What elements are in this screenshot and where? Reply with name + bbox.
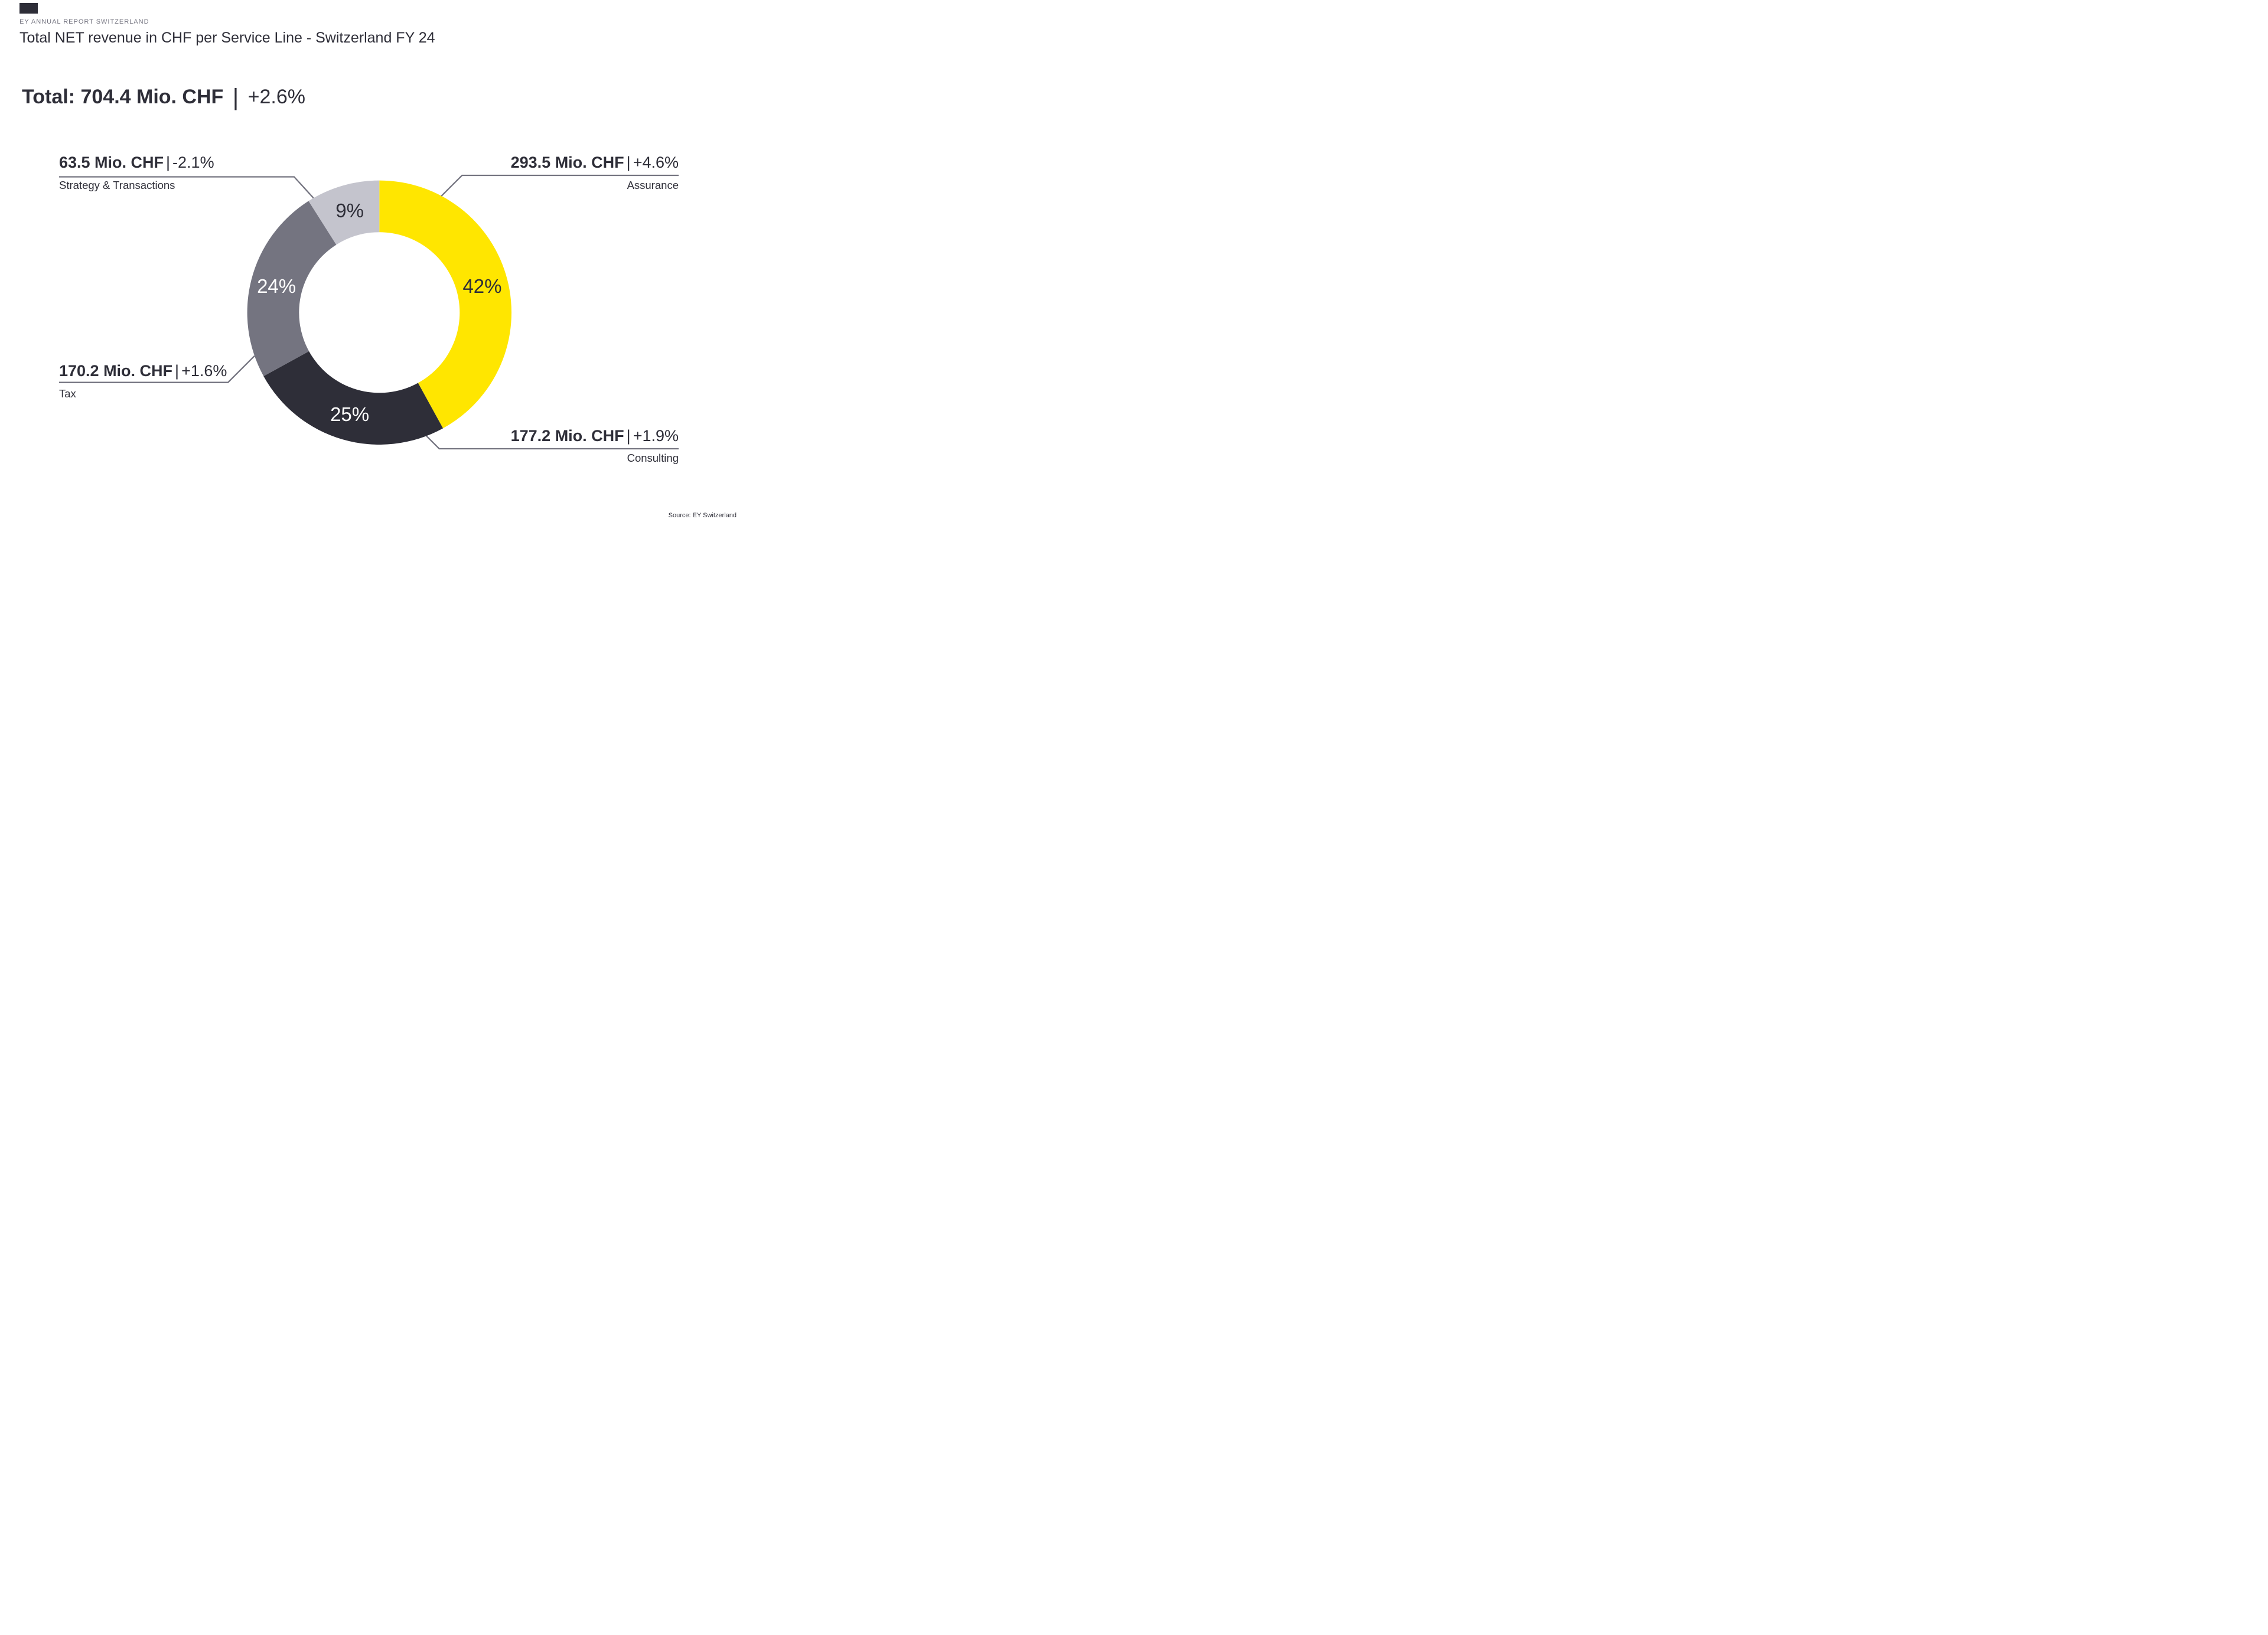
report-eyebrow: EY ANNUAL REPORT SWITZERLAND: [19, 18, 149, 25]
leader-line-assurance: [441, 174, 679, 197]
total-separator: |: [232, 84, 239, 110]
strategy-transactions-change: -2.1%: [172, 154, 214, 171]
donut-segment-tax: [247, 201, 337, 377]
callout-name-assurance: Assurance: [627, 179, 679, 191]
strategy-transactions-amount: 63.5 Mio. CHF: [59, 154, 164, 171]
ey-logo-square: [19, 3, 38, 14]
report-page: EY ANNUAL REPORT SWITZERLAND Total NET r…: [0, 0, 756, 545]
tax-change: +1.6%: [181, 362, 227, 380]
total-change: +2.6%: [247, 86, 305, 108]
page-title: Total NET revenue in CHF per Service Lin…: [19, 30, 435, 46]
assurance-separator: |: [626, 154, 631, 171]
source-note: Source: EY Switzerland: [668, 512, 737, 519]
callout-value-strategy-transactions: 63.5 Mio. CHF | -2.1%: [59, 155, 214, 171]
donut-segment-consulting: [263, 351, 444, 445]
assurance-change: +4.6%: [633, 154, 679, 171]
consulting-amount: 177.2 Mio. CHF: [510, 427, 624, 445]
callout-value-consulting: 177.2 Mio. CHF | +1.9%: [511, 428, 679, 444]
callout-name-consulting: Consulting: [627, 452, 679, 464]
callout-name-strategy-transactions: Strategy & Transactions: [59, 179, 175, 191]
strategy-transactions-separator: |: [166, 154, 171, 171]
callout-name-tax: Tax: [59, 387, 76, 400]
total-label: Total:: [22, 86, 76, 108]
callout-value-assurance: 293.5 Mio. CHF | +4.6%: [511, 155, 679, 171]
consulting-separator: |: [626, 427, 631, 445]
leader-line-tax: [59, 355, 255, 383]
total-amount: 704.4 Mio. CHF: [80, 86, 224, 108]
tax-separator: |: [175, 362, 180, 380]
total-revenue-line: Total: 704.4 Mio. CHF | +2.6%: [22, 84, 305, 111]
tax-amount: 170.2 Mio. CHF: [59, 362, 173, 380]
leader-line-strategy-transactions: [59, 176, 314, 199]
leader-line-consulting: [426, 435, 679, 450]
callout-value-tax: 170.2 Mio. CHF | +1.6%: [59, 363, 227, 379]
donut-segment-assurance: [379, 180, 511, 429]
assurance-amount: 293.5 Mio. CHF: [510, 154, 624, 171]
consulting-change: +1.9%: [633, 427, 679, 445]
donut-chart: [59, 174, 679, 450]
donut-segment-strategy-transactions: [308, 180, 380, 245]
